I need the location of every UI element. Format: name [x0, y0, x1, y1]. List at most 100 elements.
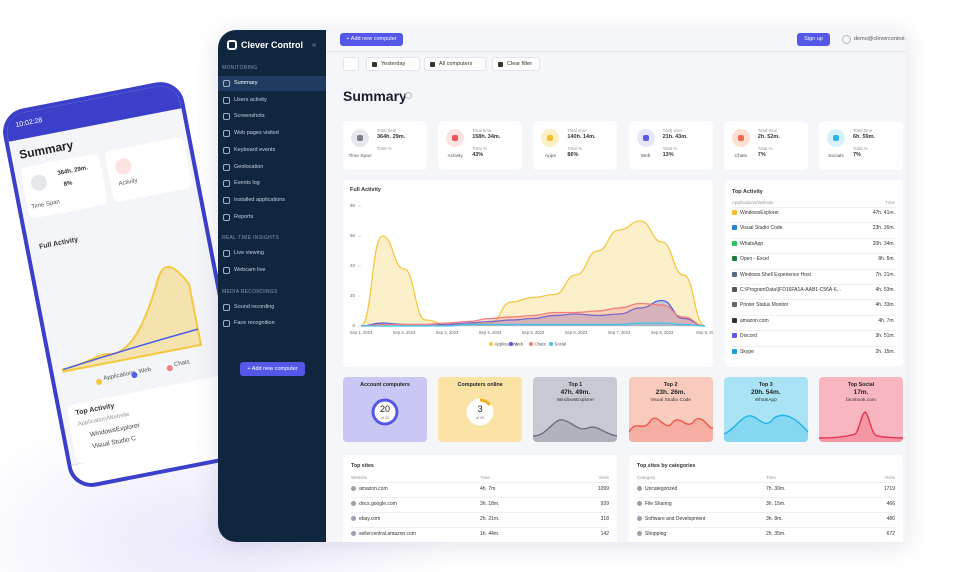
stat-label: Socials: [828, 154, 844, 159]
row-divider: [732, 345, 896, 347]
card-title: Top Activity: [732, 189, 763, 195]
sidebar-item[interactable]: Web pages visited: [218, 126, 326, 141]
phone-chart-title: Full Activity: [38, 236, 79, 251]
phone-card: 364h. 29m. 8% Time Span: [19, 152, 109, 220]
app-time: 4h. 7m.: [878, 317, 895, 324]
sidebar-item[interactable]: Live viewing: [218, 246, 326, 261]
sidebar-item[interactable]: Webcam live: [218, 263, 326, 278]
sidebar-item[interactable]: Screenshots: [218, 109, 326, 124]
app-icon: [732, 317, 737, 323]
phone-card-label: Time Span: [31, 199, 61, 211]
stat-pct-label: Total %: [662, 146, 678, 151]
row-icon: [637, 486, 642, 491]
sidebar: Clever Control « MONITORING Summary Users ac…: [218, 30, 326, 542]
app-icon: [732, 225, 737, 231]
row-visits: 1099: [597, 486, 609, 492]
stat-label: Apps: [544, 154, 556, 159]
row-divider: [351, 512, 609, 513]
sidebar-item[interactable]: Face recognition: [218, 316, 326, 331]
sidebar-item[interactable]: Summary: [218, 76, 326, 91]
sidebar-item[interactable]: Installed applications: [218, 193, 326, 208]
brand-logo: [227, 40, 237, 50]
row-divider: [732, 253, 896, 255]
app-name: C:\ProgramData\{FD16FA1A-AAB1-C56A-6...: [740, 287, 841, 293]
row-name: sellercentral.amazon.com: [359, 531, 416, 537]
series-line: [361, 322, 706, 327]
stat-time: 21h. 43m.: [662, 134, 688, 140]
legend-label: Web: [515, 341, 524, 346]
sidebar-item[interactable]: Users activity: [218, 93, 326, 108]
sidebar-icon: [223, 96, 230, 104]
series-line: [360, 302, 706, 327]
sidebar-icon: [223, 213, 230, 221]
app-icon: [732, 271, 737, 277]
row-visits: 466: [886, 501, 895, 507]
stat-time: 364h. 29m.: [377, 134, 406, 140]
row-time: 7h. 30m.: [766, 486, 786, 492]
collapse-button[interactable]: «: [312, 40, 317, 49]
filter-label: All computers: [439, 61, 473, 67]
filter-button[interactable]: Clear filter: [492, 57, 540, 71]
sidebar-label: Geolocation: [234, 163, 264, 170]
add-computer-button[interactable]: + Add new computer: [340, 33, 403, 46]
phone-card-label: Activity: [118, 177, 139, 188]
x-tick-label: Sep 9, 20: [696, 330, 713, 335]
filter-button[interactable]: Yesterday: [366, 57, 420, 71]
sidebar-section-title: MONITORING: [222, 65, 258, 71]
series-line: [360, 220, 706, 327]
table-card: Top sites Website Time Visits amazon.com 4h. …: [343, 455, 617, 542]
sidebar-label: Events log: [234, 180, 260, 187]
row-icon: [351, 516, 356, 521]
stat-time-label: Total time: [662, 128, 682, 133]
add-computer-button[interactable]: + Add new computer: [240, 362, 305, 376]
highlight-time: 20h. 54m.: [750, 389, 781, 396]
table-header: Website: [351, 475, 368, 480]
chart-card: Full Activity 0 20 40 60 80 Sep 1, 2023 Sep 2, …: [343, 180, 713, 366]
phone-top-item: Visual Studio C: [91, 435, 137, 451]
sidebar-icon: [223, 113, 230, 121]
sidebar-item[interactable]: Geolocation: [218, 160, 326, 175]
filter-icon: [498, 62, 503, 67]
signup-button[interactable]: Sign up: [797, 33, 830, 46]
app-icon: [732, 256, 737, 262]
sidebar-section-title: REAL-TIME INSIGHTS: [222, 235, 280, 242]
app-icon: [732, 302, 737, 308]
refresh-button[interactable]: [343, 57, 359, 71]
row-divider: [732, 284, 896, 285]
user-email[interactable]: demo@clevercontrol.com: [854, 36, 906, 42]
stat-time: 6h. 59m.: [853, 134, 876, 140]
sidebar-label: Keyboard events: [234, 146, 276, 153]
row-divider: [732, 299, 896, 301]
stat-card: Activity Total time 158h. 34m. Total % 43%: [438, 122, 523, 170]
row-divider: [732, 268, 896, 270]
stat-label: Web: [640, 154, 651, 159]
app-time: 8h. 5m.: [878, 256, 895, 263]
app-name: amazon.com: [740, 317, 769, 324]
highlight-card: Computers online 3 of 20: [438, 377, 523, 442]
app-time: 3h. 51m.: [875, 333, 895, 340]
sidebar-item[interactable]: Reports: [218, 210, 326, 225]
row-time: 3h. 15m.: [766, 501, 786, 507]
stat-icon-glyph: [357, 135, 363, 141]
ring-number: 3: [477, 404, 483, 414]
page-title: Summary: [343, 88, 407, 104]
sidebar-item[interactable]: Events log: [218, 176, 326, 191]
filter-icon: [372, 62, 377, 67]
legend-dot: [529, 342, 533, 346]
stat-pct: 86%: [567, 152, 579, 158]
row-time: 3h. 8m.: [766, 516, 783, 522]
app-name: Visual Studio Code: [740, 225, 783, 232]
app-time: 23h. 26m.: [872, 225, 895, 232]
area-fill: [361, 221, 705, 326]
sidebar-item[interactable]: Sound recording: [218, 300, 326, 315]
filter-button[interactable]: All computers: [424, 57, 486, 71]
sidebar-item[interactable]: Keyboard events: [218, 143, 326, 158]
app-time: 7h. 21m.: [875, 271, 895, 278]
row-name: Software and Development: [645, 516, 706, 522]
row-visits: 672: [886, 531, 895, 537]
highlight-title: Top Social: [847, 382, 875, 388]
stat-card: Web Total time 21h. 43m. Total % 13%: [628, 122, 713, 170]
stat-card: Time Span Total time 364h. 29m. Total %: [343, 122, 427, 170]
row-time: 1h. 44m.: [480, 531, 500, 537]
